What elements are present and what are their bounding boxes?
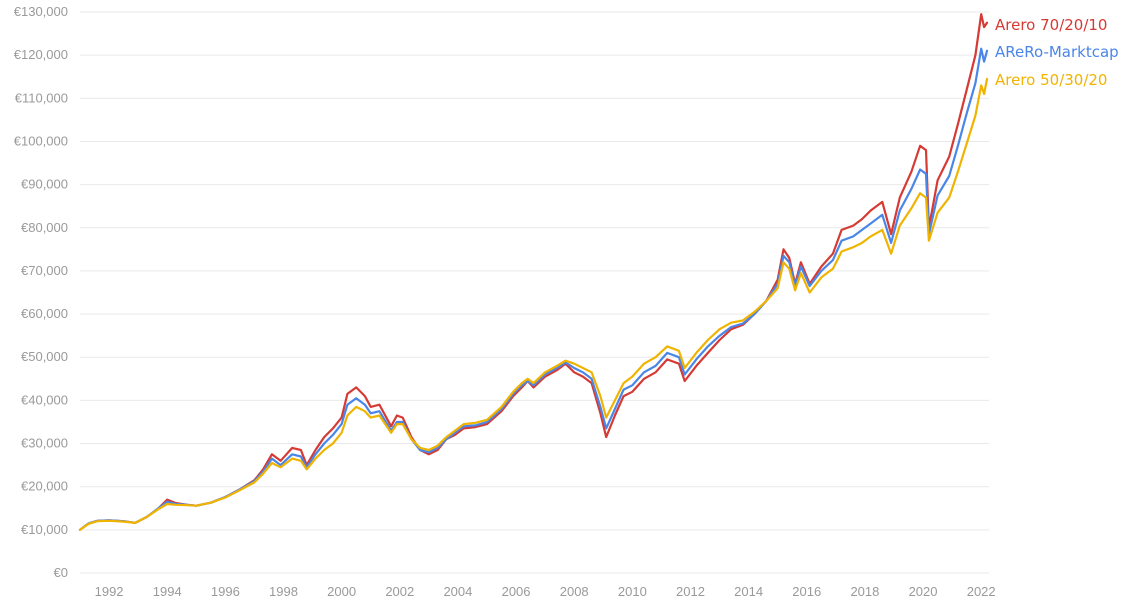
series-label: Arero 50/30/20 (995, 71, 1107, 89)
series-labels: Arero 70/20/10 AReRo-Marktcap Arero 50/30/… (995, 16, 1119, 89)
x-tick-label: 2006 (502, 584, 531, 599)
y-tick-label: €130,000 (14, 4, 68, 19)
series-line (78, 77, 989, 531)
y-tick-label: €20,000 (21, 479, 68, 494)
series-label: AReRo-Marktcap (995, 43, 1119, 61)
y-tick-label: €0 (54, 565, 68, 580)
series-line (78, 13, 989, 531)
x-tick-label: 2012 (676, 584, 705, 599)
x-axis-labels: 1992 1994 1996 1998 2000 2002 2004 2006 2008 2010… (95, 584, 996, 599)
y-tick-label: €70,000 (21, 263, 68, 278)
y-tick-label: €30,000 (21, 436, 68, 451)
y-tick-label: €60,000 (21, 306, 68, 321)
x-tick-label: 1992 (95, 584, 124, 599)
x-tick-label: 2020 (909, 584, 938, 599)
y-tick-label: €110,000 (15, 90, 68, 105)
x-tick-label: 2002 (385, 584, 414, 599)
x-tick-label: 1994 (153, 584, 182, 599)
x-tick-label: 2000 (327, 584, 356, 599)
x-tick-label: 2004 (443, 584, 472, 599)
x-tick-label: 1996 (211, 584, 240, 599)
x-tick-label: 1998 (269, 584, 298, 599)
y-tick-label: €10,000 (21, 522, 68, 537)
y-axis-labels: €0 €10,000 €20,000 €30,000 €40,000 €50,000 €60… (14, 4, 68, 580)
gridlines (80, 11, 989, 574)
x-tick-label: 2018 (850, 584, 879, 599)
series-lines (78, 13, 989, 531)
y-tick-label: €120,000 (14, 47, 68, 62)
y-tick-label: €90,000 (21, 177, 68, 192)
x-tick-label: 2022 (967, 584, 996, 599)
series-label: Arero 70/20/10 (995, 16, 1107, 34)
y-tick-label: €100,000 (14, 133, 68, 148)
y-tick-label: €40,000 (21, 392, 68, 407)
y-tick-label: €50,000 (21, 349, 68, 364)
x-tick-label: 2010 (618, 584, 647, 599)
x-tick-label: 2014 (734, 584, 763, 599)
y-tick-label: €80,000 (21, 220, 68, 235)
x-tick-label: 2016 (792, 584, 821, 599)
series-line (78, 47, 989, 531)
x-tick-label: 2008 (560, 584, 589, 599)
